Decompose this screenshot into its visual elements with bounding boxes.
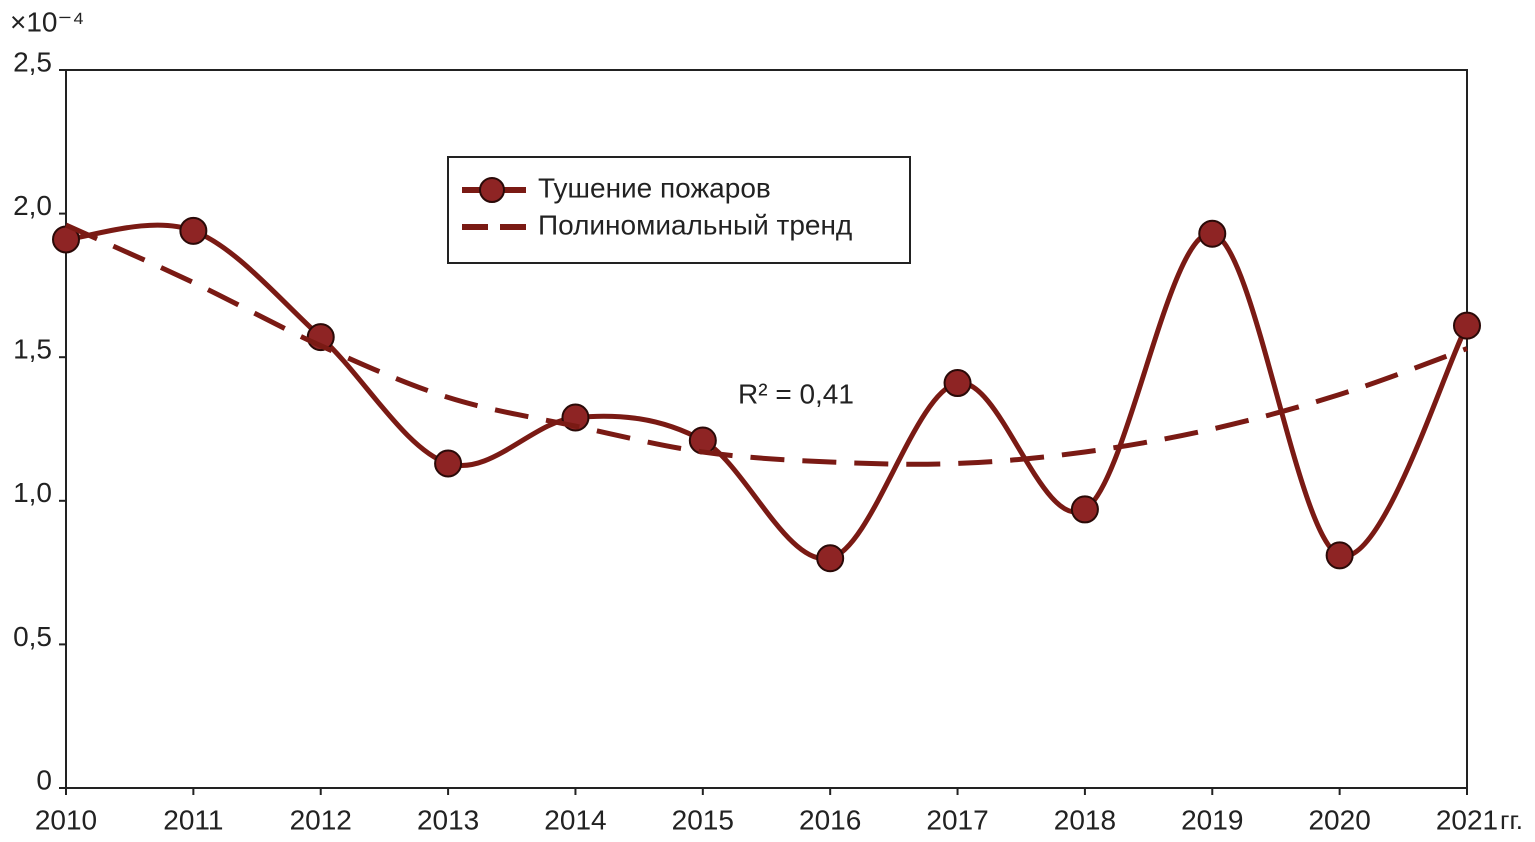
- x-tick-label: 2015: [672, 804, 734, 835]
- data-point: [1198, 219, 1227, 248]
- y-tick-label: 2,0: [13, 190, 52, 221]
- y-tick-label: 1,5: [13, 334, 52, 365]
- data-point: [434, 449, 463, 478]
- x-tick-label: 2013: [417, 804, 479, 835]
- legend-marker: [479, 177, 505, 203]
- y-multiplier: ×10⁻⁴: [10, 6, 84, 37]
- data-point: [943, 369, 972, 398]
- x-tick-label: 2020: [1308, 804, 1370, 835]
- x-tick-label: 2018: [1054, 804, 1116, 835]
- y-tick-label: 0,5: [13, 621, 52, 652]
- data-point: [1070, 495, 1099, 524]
- data-point: [179, 216, 208, 245]
- data-point: [816, 544, 845, 573]
- x-tick-label: 2017: [926, 804, 988, 835]
- legend-label: Полиномиальный тренд: [538, 209, 852, 240]
- data-point: [1453, 311, 1481, 340]
- x-tick-label: 2012: [290, 804, 352, 835]
- x-tick-label: 2011: [163, 804, 223, 835]
- y-tick-label: 0: [36, 764, 52, 795]
- legend-box: [447, 156, 911, 264]
- legend-label: Тушение пожаров: [538, 172, 771, 203]
- y-tick-label: 1,0: [13, 477, 52, 508]
- annotation: R² = 0,41: [738, 378, 854, 409]
- x-unit: гг.: [1500, 805, 1523, 835]
- x-tick-label: 2016: [799, 804, 861, 835]
- x-tick-label: 2021: [1436, 804, 1498, 835]
- x-tick-label: 2014: [544, 804, 606, 835]
- x-tick-label: 2019: [1181, 804, 1243, 835]
- trend-line: [64, 222, 1468, 467]
- data-point: [1325, 541, 1354, 570]
- y-tick-label: 2,5: [13, 46, 52, 77]
- x-tick-label: 2010: [35, 804, 97, 835]
- plot-frame: [65, 69, 1468, 789]
